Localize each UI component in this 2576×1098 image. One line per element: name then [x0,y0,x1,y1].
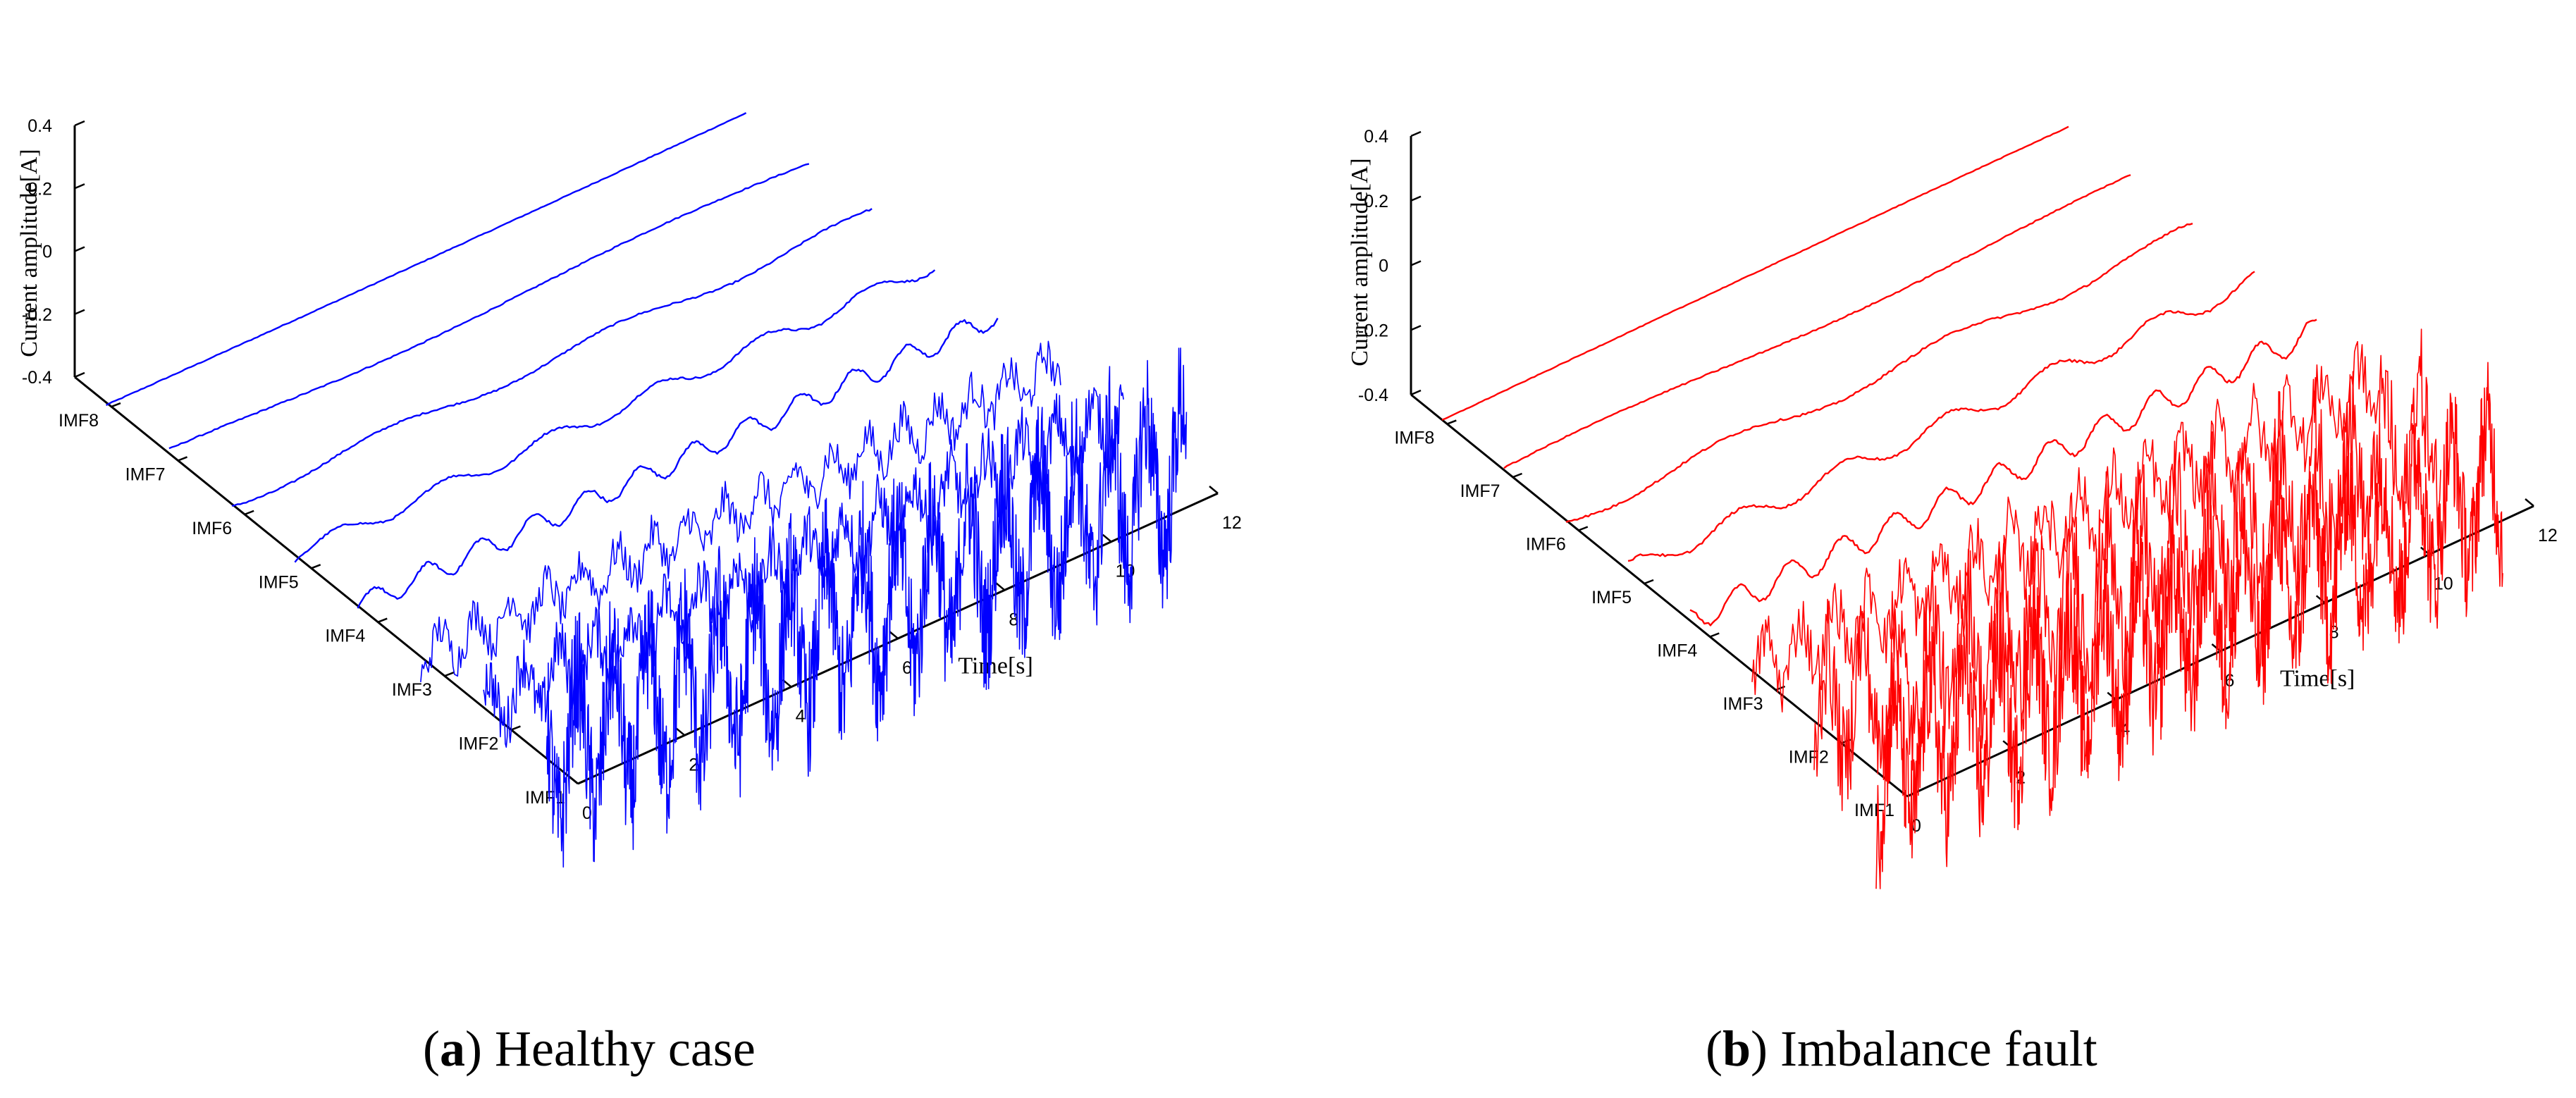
z-tick-label: 0.4 [1364,127,1388,147]
z-tick-label: -0.4 [22,368,52,388]
panel-caption: (a) Healthy case [423,1020,756,1077]
imf-tick-label: IMF7 [125,464,166,484]
imf-tick-label: IMF2 [1789,748,1829,767]
z-tick-label: 0.2 [27,179,52,199]
imf-tick-label: IMF3 [1723,694,1763,714]
caption-text: Healthy case [482,1020,756,1077]
series-line-imf8 [106,112,747,407]
caption-letter: b [1723,1020,1751,1077]
time-tick-mark [995,582,1006,591]
time-tick-mark [1102,533,1112,543]
time-tick-mark [2525,498,2534,507]
z-tick-label: 0 [1379,257,1388,276]
imf-tick-label: IMF4 [325,627,365,646]
imf-tick-label: IMF2 [458,734,498,754]
series-line-imf6 [1565,223,2193,523]
z-tick-label: -0.2 [1358,321,1388,340]
imf-tick-label: IMF5 [259,572,299,592]
z-tick-mark [1410,260,1422,266]
time-tick-mark [1209,486,1219,494]
series-line-imf2 [483,384,1124,748]
z-tick-mark [74,371,85,378]
series-line-imf4 [1689,319,2317,627]
amplitude-axis-label: Current amplitude[A] [16,149,42,357]
z-tick-mark [1410,130,1422,137]
panel-caption: (b) Imbalance fault [1706,1020,2097,1077]
z-tick-mark [74,183,85,190]
imf-tick-mark [377,617,388,623]
imf-tick-mark [510,725,521,731]
time-tick-mark [675,727,686,736]
series-line-imf5 [1627,271,2255,562]
imf-tick-label: IMF8 [58,411,99,431]
series-line-imf8 [1441,125,2069,421]
imf-tick-mark [178,456,188,462]
imf-tick-mark [111,402,121,408]
imf-tick-mark [1578,526,1589,531]
z-tick-label: 0 [42,242,52,262]
z-tick-mark [1410,195,1422,202]
z-tick-label: 0.4 [27,116,52,136]
time-tick-label: 6 [902,658,912,678]
z-tick-mark [74,120,85,127]
time-tick-mark [569,776,579,784]
caption-text: Imbalance fault [1768,1020,2097,1077]
time-tick-label: 12 [2538,526,2558,545]
series-line-imf3 [420,340,1061,682]
imf-tick-label: IMF1 [1854,801,1894,820]
series-line-imf6 [231,208,873,507]
series-line-imf7 [1503,174,2131,469]
z-tick-mark [1410,325,1422,331]
time-axis-label: Time[s] [2280,665,2355,691]
series-line-imf1 [546,347,1188,868]
z-tick-mark [74,246,85,252]
z-tick-label: -0.4 [1358,385,1388,405]
imf-tick-mark [244,510,254,516]
z-tick-mark [74,309,85,315]
imf-tick-label: IMF3 [392,680,432,700]
series-line-imf5 [294,269,936,563]
imf-tick-mark [1446,419,1457,425]
imf-tick-label: IMF7 [1460,481,1500,501]
series-line-imf1 [1875,362,2503,889]
z-tick-label: -0.2 [22,305,52,325]
imf-tick-label: IMF8 [1394,428,1434,448]
imf-tick-mark [1644,579,1654,585]
time-tick-label: 10 [2434,574,2453,594]
imf-tick-label: IMF4 [1657,641,1697,661]
caption-letter: a [440,1020,465,1077]
time-tick-label: 0 [1911,816,1921,836]
panel-a-healthy-case: 0.40.20-0.2-0.4024681012IMF8IMF7IMF6IMF5… [16,112,1242,1077]
z-tick-label: 0.2 [1364,192,1388,211]
imf-tick-mark [1709,632,1720,638]
imf-tick-label: IMF6 [192,519,232,538]
imf-axis [1410,393,1908,798]
panel-b-imbalance-fault: 0.40.20-0.2-0.4024681012IMF8IMF7IMF6IMF5… [1347,125,2558,1077]
z-tick-mark [1410,389,1422,396]
time-tick-mark [889,631,899,639]
imf-tick-label: IMF5 [1591,588,1632,607]
time-tick-label: 8 [1009,610,1018,629]
imf-tick-mark [444,671,455,677]
series-line-imf4 [357,317,999,609]
imf-tick-mark [1512,472,1522,479]
time-tick-label: 12 [1222,513,1242,533]
amplitude-axis-label: Current amplitude[A] [1347,158,1373,366]
time-axis-label: Time[s] [958,653,1033,679]
imf-tick-mark [311,564,321,569]
imf-tick-label: IMF6 [1526,535,1566,555]
time-tick-label: 4 [796,707,806,727]
series-line-imf7 [168,163,810,450]
